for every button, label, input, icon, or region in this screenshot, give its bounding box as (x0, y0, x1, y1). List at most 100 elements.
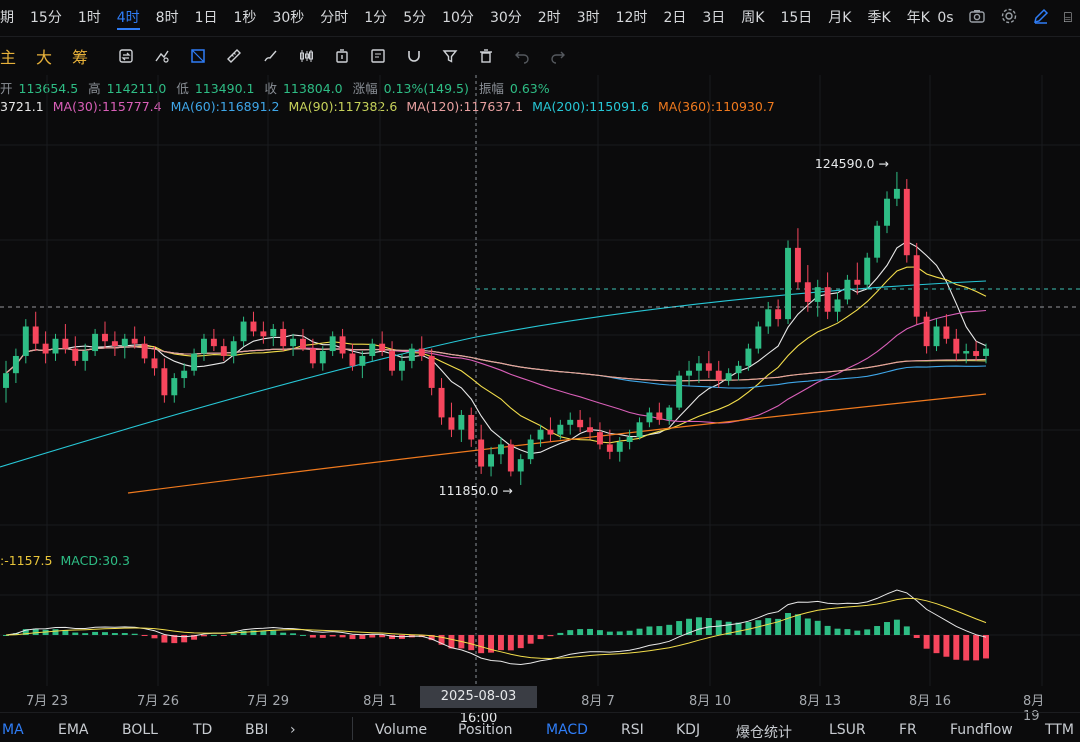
timeframe-11[interactable]: 10分 (442, 10, 474, 26)
candle (507, 439, 514, 477)
macd-histogram-bar (844, 629, 851, 635)
candle (567, 412, 574, 435)
timeframe-10[interactable]: 5分 (403, 10, 427, 26)
candle (903, 179, 910, 263)
settings-icon[interactable] (1000, 7, 1018, 29)
indicator-sub-9[interactable]: TTM (1045, 722, 1074, 738)
macd-histogram-bar (933, 635, 940, 654)
filter-icon[interactable] (432, 37, 468, 75)
timeframe-19[interactable]: 15日 (780, 10, 813, 26)
timeframe-14[interactable]: 3时 (576, 10, 600, 26)
price-chart[interactable]: 124590.0 → 111850.0 → (0, 75, 1080, 686)
macd-histogram-bar (161, 635, 168, 643)
timeframe-2[interactable]: 1时 (77, 10, 101, 26)
timeframe-5[interactable]: 1日 (194, 10, 218, 26)
candle (913, 242, 920, 325)
macd-histogram-bar (290, 633, 297, 635)
timeframe-20[interactable]: 月K (828, 10, 852, 26)
ma-legend-item-6: MA(360):110930.7 (657, 99, 775, 114)
timeframe-17[interactable]: 3日 (702, 10, 726, 26)
candle (141, 336, 148, 364)
toolbar-text-1[interactable]: 大 (36, 48, 53, 67)
trash-icon[interactable] (468, 37, 504, 75)
indicator-sub-2[interactable]: MACD (546, 722, 588, 738)
ma-legend-item-2: MA(60):116891.2 (170, 99, 280, 114)
indicator-main-0[interactable]: MA (2, 722, 24, 738)
timeframe-7[interactable]: 30秒 (272, 10, 305, 26)
macd-histogram-bar (240, 630, 247, 635)
indicator-sub-7[interactable]: FR (899, 722, 917, 738)
indicator-main-4[interactable]: BBI (245, 722, 269, 738)
toolbar-text-2[interactable]: 筹 (72, 48, 89, 67)
indicator-sub-8[interactable]: Fundflow (950, 722, 1013, 738)
timeframe-12[interactable]: 30分 (489, 10, 522, 26)
candle (775, 299, 782, 327)
notes-icon[interactable] (360, 37, 396, 75)
macd-histogram-bar (745, 622, 752, 635)
more-tabs-label[interactable]: ⌸ (1063, 10, 1072, 26)
macd-histogram-bar (646, 626, 653, 635)
macd-histogram-bar (497, 635, 504, 651)
macd-histogram-bar (507, 635, 514, 651)
timeframe-4[interactable]: 8时 (155, 10, 179, 26)
timeframe-0[interactable]: 期 (0, 10, 14, 26)
timeframe-6[interactable]: 1秒 (233, 10, 257, 26)
candle (943, 314, 950, 344)
macd-histogram-bar (567, 630, 574, 635)
candle (300, 328, 306, 352)
switch-icon[interactable] (108, 37, 144, 75)
candle (596, 422, 603, 450)
indicator-bar: MA EMA BOLL TD BBI › Volume Position MACD RSI KDJ 爆… (0, 712, 1080, 741)
candle (606, 429, 613, 460)
drawing-mode-icon[interactable] (180, 37, 216, 75)
indicator-sub-6[interactable]: LSUR (829, 722, 866, 738)
x-label-7: 8月 16 (909, 694, 951, 709)
macd-histogram-bar (963, 635, 970, 661)
candle (22, 319, 29, 364)
candle (626, 429, 633, 450)
timeframe-21[interactable]: 季K (867, 10, 891, 26)
candle (329, 331, 336, 356)
indicator-settings-icon[interactable] (144, 37, 180, 75)
timeframe-9[interactable]: 1分 (364, 10, 388, 26)
macd-histogram-bar (300, 634, 306, 636)
redo-icon[interactable] (540, 37, 576, 75)
timeframe-15[interactable]: 12时 (615, 10, 648, 26)
brush-icon[interactable] (252, 37, 288, 75)
macd-histogram-bar (854, 630, 861, 635)
magnet-icon[interactable] (396, 37, 432, 75)
timeframe-16[interactable]: 2日 (663, 10, 687, 26)
indicator-main-3[interactable]: TD (193, 722, 213, 738)
indicator-main-1[interactable]: EMA (58, 722, 89, 738)
timeframe-22[interactable]: 年K (906, 10, 930, 26)
candle-style-icon[interactable] (288, 37, 324, 75)
low-value: 113490.1 (194, 81, 255, 96)
candle (874, 220, 881, 263)
camera-icon[interactable] (968, 7, 986, 29)
candle (893, 171, 900, 207)
compare-icon[interactable] (324, 37, 360, 75)
ma120-line (5, 346, 987, 382)
indicator-sub-0[interactable]: Volume (375, 722, 428, 738)
ma-legend-item-0: 3721.1 (0, 99, 44, 114)
timeframe-1[interactable]: 15分 (30, 10, 62, 26)
indicator-sub-3[interactable]: RSI (621, 722, 644, 738)
undo-icon[interactable] (504, 37, 540, 75)
timeframe-8[interactable]: 分时 (320, 10, 349, 26)
macd-histogram-bar (141, 635, 148, 636)
low-label: 低 (176, 81, 189, 96)
timeframe-3[interactable]: 4时 (109, 0, 148, 36)
candle (171, 373, 178, 403)
indicator-main-2[interactable]: BOLL (122, 722, 158, 738)
indicator-sub-5[interactable]: 爆仓统计 (736, 725, 792, 741)
draw-pen-icon[interactable] (1032, 7, 1050, 29)
ruler-icon[interactable] (216, 37, 252, 75)
chevron-right-icon[interactable]: › (290, 722, 296, 738)
toolbar-text-0[interactable]: 主 (0, 48, 17, 67)
timeframe-18[interactable]: 周K (741, 10, 765, 26)
timeframe-13[interactable]: 2时 (537, 10, 561, 26)
macd-histogram-bar (270, 630, 277, 635)
candle (131, 326, 138, 349)
indicator-sub-4[interactable]: KDJ (676, 722, 701, 738)
indicator-sub-1[interactable]: Position (458, 722, 513, 738)
